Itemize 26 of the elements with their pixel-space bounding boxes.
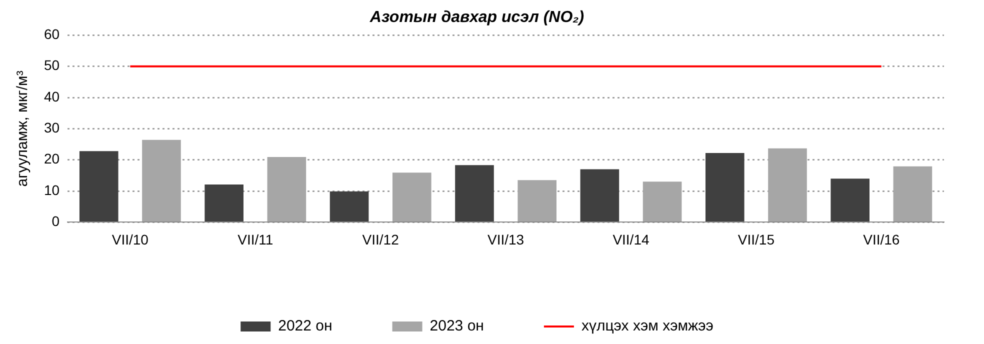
x-tick-label: VII/11 (238, 231, 274, 248)
x-tick-label: VII/14 (612, 231, 650, 248)
bar (79, 151, 118, 222)
x-tick-label: VII/16 (863, 231, 900, 248)
chart-title: Азотын давхар исэл (NO₂) (368, 9, 584, 26)
bar (705, 153, 744, 222)
y-tick-label: 40 (44, 88, 60, 104)
bar (204, 184, 244, 222)
y-tick-label: 10 (44, 182, 60, 198)
y-tick-label: 0 (52, 213, 60, 230)
y-tick-label: 30 (44, 120, 60, 136)
bar (580, 169, 620, 222)
legend-label: хүлцэх хэм хэмжээ (581, 318, 714, 335)
legend-label: 2022 он (278, 318, 332, 335)
legend-label: 2023 он (430, 318, 484, 335)
y-tick-label: 20 (44, 150, 60, 167)
x-tick-label: VII/15 (738, 231, 775, 248)
y-tick-label: 60 (44, 26, 60, 42)
x-tick-label: VII/12 (362, 231, 400, 248)
x-tick-label: VII/10 (112, 231, 149, 248)
y-tick-label: 50 (44, 57, 60, 74)
bar (830, 178, 870, 222)
x-tick-label: VII/13 (487, 231, 524, 248)
y-axis-title: агууламж, мкг/м³ (14, 70, 32, 187)
bar (330, 191, 369, 222)
bar (455, 165, 494, 222)
